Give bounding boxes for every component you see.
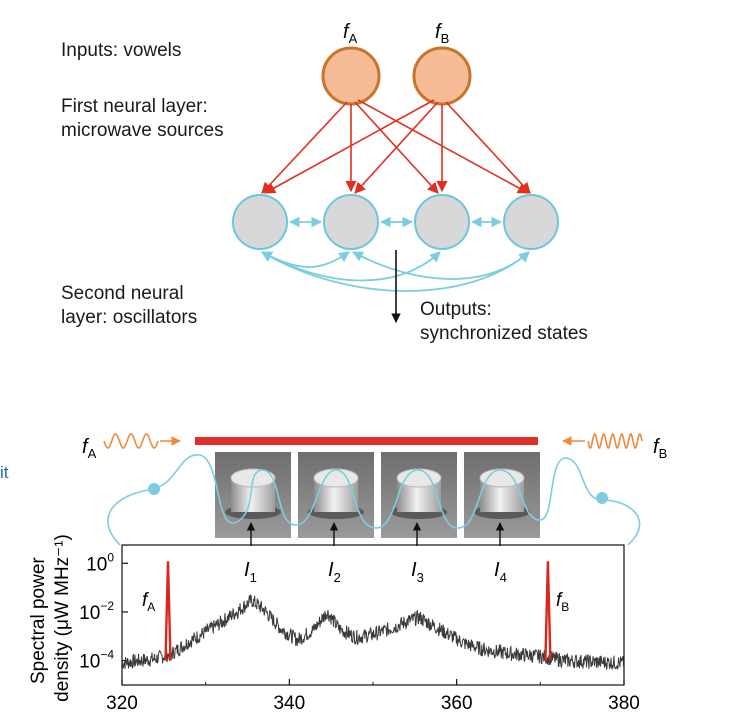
outputs-label-line1: Outputs:: [420, 299, 492, 320]
input-node-a: [321, 46, 381, 106]
wire: [107, 454, 641, 546]
wave-b: [562, 433, 643, 449]
input-a-label: fA: [343, 21, 358, 46]
current-label-4: I4: [494, 559, 507, 585]
source-b-label: fB: [653, 436, 667, 461]
oscillator-node-2: [323, 194, 379, 250]
sem-image-3: [381, 452, 457, 538]
layer1-label-line2: microwave sources: [61, 120, 224, 141]
outputs-label-line2: synchronized states: [420, 323, 588, 344]
peak-fA: [164, 561, 172, 661]
strip-line-bar: [195, 437, 538, 445]
x-ticks: 320 340 360 380: [106, 679, 640, 714]
sem-image-1: [215, 452, 291, 538]
x-tick-label: 340: [273, 693, 305, 714]
current-label-3: I3: [411, 559, 424, 585]
peak-fB: [544, 561, 552, 661]
y-tick-label: 10−4: [79, 648, 114, 673]
current-arrows: [246, 522, 505, 546]
oscillator-node-4: [503, 194, 559, 250]
sem-image-2: [298, 452, 374, 538]
input-node-b: [412, 46, 472, 106]
spectrum-chart: 320 340 360 380 100 10−2 10−4 fA fB Spectral …: [28, 534, 640, 714]
layer1-label: First neural layer: microwave sources: [61, 95, 224, 143]
source-a-label: fA: [82, 436, 97, 461]
layer2-label: Second neural layer: oscillators: [61, 282, 197, 330]
peak-label-b: fB: [556, 590, 569, 614]
coupling-arrows: [261, 216, 530, 292]
layer1-label-line1: First neural layer:: [61, 96, 208, 117]
layer2-label-line2: layer: oscillators: [61, 307, 198, 328]
sem-images: [215, 452, 540, 538]
y-tick-label: 10−2: [79, 599, 114, 624]
plot-frame: [121, 544, 625, 686]
input-b-label: fB: [435, 21, 449, 46]
sem-image-4: [464, 452, 540, 538]
peak-label-a: fA: [142, 590, 155, 614]
x-tick-label: 380: [608, 693, 640, 714]
wire-node-left: [148, 483, 160, 495]
network-diagram: fA fB: [232, 21, 559, 323]
x-tick-label: 320: [106, 693, 138, 714]
inputs-label: Inputs: vowels: [61, 40, 182, 61]
outputs-label: Outputs: synchronized states: [420, 298, 588, 346]
spectrum-series: [121, 561, 624, 670]
y-tick-label: 100: [86, 550, 114, 575]
oscillator-node-3: [414, 194, 470, 250]
spectrum-trace: [121, 594, 624, 670]
layer2-label-line1: Second neural: [61, 283, 184, 304]
wave-a: [103, 433, 181, 449]
current-label-2: I2: [328, 559, 341, 585]
input-connections: [261, 99, 531, 194]
wire-node-right: [596, 492, 608, 504]
current-label-1: I1: [244, 559, 257, 585]
y-axis-label: Spectral power density (μW MHz⁻¹): [28, 534, 73, 702]
oscillator-node-1: [232, 194, 288, 250]
x-tick-label: 360: [441, 693, 473, 714]
y-ticks: 100 10−2 10−4: [79, 550, 128, 673]
cut-text: it: [0, 463, 9, 482]
